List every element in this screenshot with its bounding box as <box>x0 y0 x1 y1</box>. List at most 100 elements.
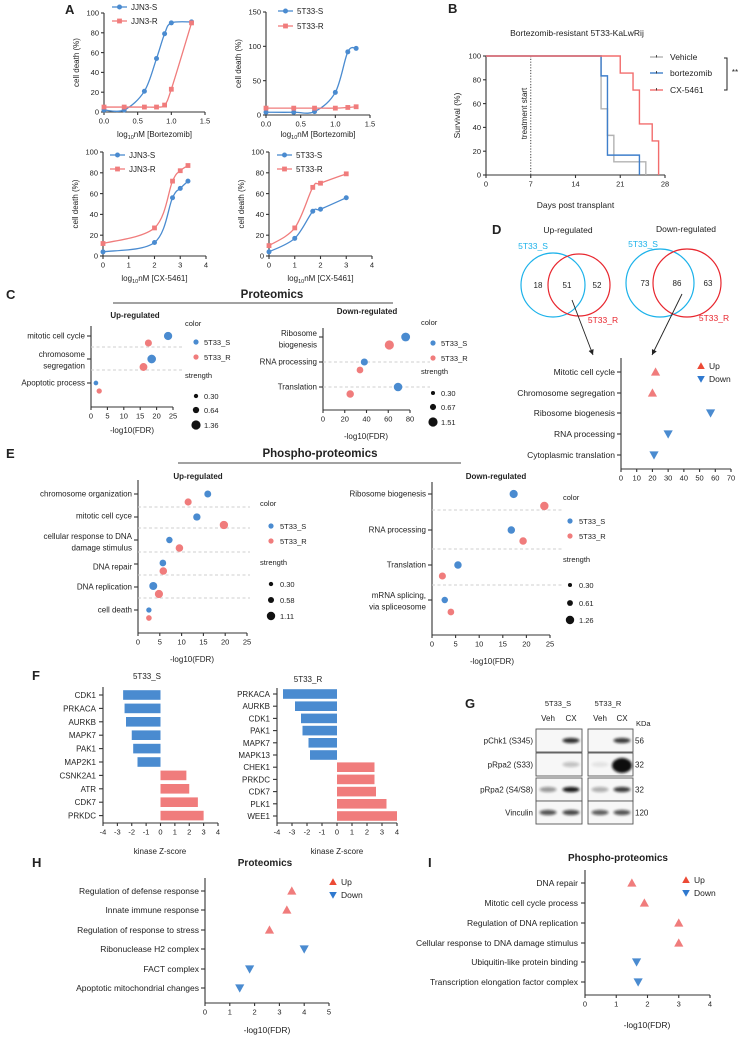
legend-label: 5T33_R <box>441 354 468 363</box>
panel-letter-f: F <box>32 668 40 683</box>
bar-aurkb <box>126 717 161 727</box>
panel-e-down-dot-plot: 0 5 10 15 20 25 Down-regulated -log10(FDR) Ribos… <box>350 472 607 666</box>
y-tick-label: 60 <box>91 48 99 57</box>
legend-label: 5T33-S <box>297 7 323 16</box>
category-label: mRNA splicing, <box>372 591 426 600</box>
x-tick-label: 1.5 <box>365 120 375 129</box>
category-label: cellular response to DNA <box>44 532 133 541</box>
panel-e-up-dot-plot: 0 5 10 15 20 25 Up-regulated -log10(FDR) chromos… <box>40 472 307 664</box>
survival-curve-vehicle <box>486 55 647 175</box>
x-tick-label: 5 <box>105 412 109 421</box>
legend-size-dot <box>428 417 438 427</box>
x-tick-label: 20 <box>522 640 530 649</box>
panel-letter-a: A <box>65 2 75 17</box>
venn-circle-5t33-r <box>652 248 722 318</box>
legend-size-label: 1.36 <box>204 421 219 430</box>
legend-size-dot <box>267 596 275 604</box>
category-label: damage stimulus <box>72 544 132 553</box>
bar-wee1 <box>337 811 397 821</box>
x-tick-label: 0.0 <box>261 120 271 129</box>
x-tick-label: 20 <box>648 474 656 483</box>
data-point-5t33_r <box>384 340 394 350</box>
x-tick-label: 15 <box>199 638 207 647</box>
circle-marker <box>162 31 168 37</box>
square-marker <box>154 104 159 110</box>
triangle-down-marker <box>235 984 245 993</box>
x-tick-label: 0 <box>430 640 434 649</box>
chart-title: Bortezomib-resistant 5T33-KaLwRij <box>510 28 644 38</box>
y-tick-label: 40 <box>256 210 264 219</box>
x-tick-label: 7 <box>529 180 533 189</box>
circle-marker <box>154 56 160 62</box>
bar-atr <box>160 784 190 794</box>
blot-row-label: pRpa2 (S4/S8) <box>480 786 533 795</box>
fit-curve-5t33-s <box>265 46 357 114</box>
venn-set-label: 5T33_R <box>699 313 729 323</box>
blot-group-label: 5T33_S <box>545 699 571 708</box>
blot-band <box>591 786 609 793</box>
legend-size-label: 0.64 <box>204 406 219 415</box>
chart-title: Down-regulated <box>337 307 398 316</box>
venn-circle-5t33-s <box>520 252 586 318</box>
blot-band <box>613 737 631 744</box>
category-label: mitotic cell cyce <box>76 512 133 521</box>
data-point-5t33_r <box>356 366 364 374</box>
x-axis-label-pre: log <box>117 130 128 139</box>
x-tick-label: 0 <box>619 474 623 483</box>
legend-title-color: color <box>421 318 438 327</box>
square-marker <box>353 104 359 110</box>
legend-label: 5T33_R <box>204 353 231 362</box>
x-axis-label-post: nM [Bortezomib] <box>134 130 192 139</box>
legend-label: 5T33_S <box>280 522 306 531</box>
circle-marker <box>177 185 183 191</box>
category-label: WEE1 <box>247 812 270 821</box>
legend-title-strength: strength <box>185 371 212 380</box>
category-label: segregation <box>43 362 85 371</box>
y-tick-label: 100 <box>85 148 98 157</box>
data-point-5t33_r <box>144 339 152 347</box>
legend-label: JJN3-S <box>129 151 155 160</box>
y-axis-label: cell death (%) <box>237 179 246 228</box>
legend-size-label: 0.61 <box>579 599 594 608</box>
x-tick-label: 40 <box>680 474 688 483</box>
circle-marker <box>185 178 191 184</box>
x-tick-label: 15 <box>136 412 144 421</box>
x-tick-label: 4 <box>370 261 374 270</box>
x-tick-label: 28 <box>661 180 669 189</box>
triangle-up-marker <box>647 388 658 397</box>
panel-letter-d: D <box>492 222 501 237</box>
blot-membrane <box>587 800 634 825</box>
x-tick-label: 60 <box>711 474 719 483</box>
triangle-up-marker <box>674 918 684 927</box>
category-label: PLK1 <box>250 800 270 809</box>
circle-marker <box>332 89 338 95</box>
y-tick-label: 150 <box>248 8 261 17</box>
blot-band <box>613 786 631 793</box>
y-tick-label: 80 <box>473 76 481 85</box>
category-label: PRKDC <box>68 812 96 821</box>
panel-g-western-blot: 5T33_S 5T33_R Veh CX Veh CX KDa pChk1 (S345) 56 p… <box>480 699 651 825</box>
x-tick-label: 15 <box>499 640 507 649</box>
survival-curve-cx-5461 <box>486 55 660 175</box>
legend-label: 5T33_S <box>579 517 605 526</box>
x-axis-label: log10nM [CX-5461] <box>287 274 353 285</box>
x-tick-label: 2 <box>645 1000 649 1009</box>
triangle-up-marker <box>282 905 292 914</box>
category-label: Mitotic cell cycle <box>554 367 616 377</box>
bar-cdk1 <box>301 713 337 724</box>
x-tick-label: 20 <box>221 638 229 647</box>
category-label: Innate immune response <box>105 905 199 915</box>
y-tick-label: 20 <box>90 231 98 240</box>
square-marker <box>162 102 167 108</box>
triangle-down-marker <box>649 451 659 460</box>
circle-marker <box>152 239 157 245</box>
x-tick-label: -4 <box>100 828 107 837</box>
category-label: Ubiquitin-like protein binding <box>471 957 578 967</box>
panel-b-survival-chart: 0 7 14 21 28 0 20 40 60 80 100 Bortezomib-resistant… <box>452 28 738 210</box>
venn-count: 73 <box>641 279 650 288</box>
triangle-up-marker <box>682 876 690 884</box>
blot-band <box>539 786 557 793</box>
x-tick-label: 0.0 <box>99 117 109 126</box>
square-marker <box>170 178 175 184</box>
blot-lane-label: Veh <box>541 714 555 723</box>
